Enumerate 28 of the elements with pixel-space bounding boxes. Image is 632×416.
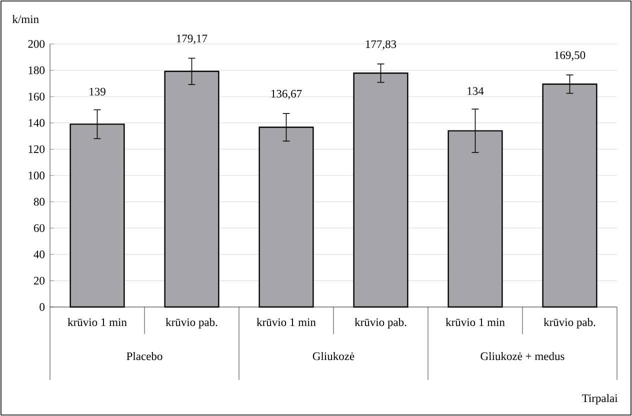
x-tick-label: krūvio pab. (354, 318, 406, 328)
data-label: 139 (90, 88, 106, 96)
data-label: 134 (468, 87, 484, 95)
x-tick-label: krūvio pab. (166, 318, 218, 328)
y-tick-label: 20 (34, 276, 45, 285)
y-tick-label: 80 (34, 198, 45, 206)
data-label: 177,83 (366, 40, 396, 50)
y-tick-label: 40 (34, 250, 45, 258)
text: Placebo (126, 352, 162, 360)
y-tick-label: 160 (28, 92, 45, 100)
y-tick-label: 140 (28, 119, 45, 127)
x-tick-label: krūvio 1 min (68, 318, 127, 326)
y-tick-label: 100 (28, 172, 45, 180)
x-tick-label: krūvio 1 min (446, 318, 505, 326)
text: Gliukozė (312, 352, 354, 360)
y-tick-label: 180 (28, 66, 45, 74)
data-label: 179,17 (176, 34, 208, 44)
y-tick-label: 120 (28, 145, 45, 154)
text: Tirpalai (582, 394, 618, 404)
y-axis-title: k/min (12, 15, 39, 24)
text: Gliukozė + medus (480, 352, 564, 360)
y-tick-label: 60 (34, 224, 45, 232)
x-tick-label: krūvio 1 min (256, 318, 316, 326)
y-tick-label: 0 (40, 303, 45, 311)
data-label: 169,50 (554, 51, 586, 61)
y-tick-label: 200 (28, 40, 45, 48)
x-tick-label: krūvio pab. (544, 318, 596, 328)
data-label: 136,67 (271, 90, 302, 100)
